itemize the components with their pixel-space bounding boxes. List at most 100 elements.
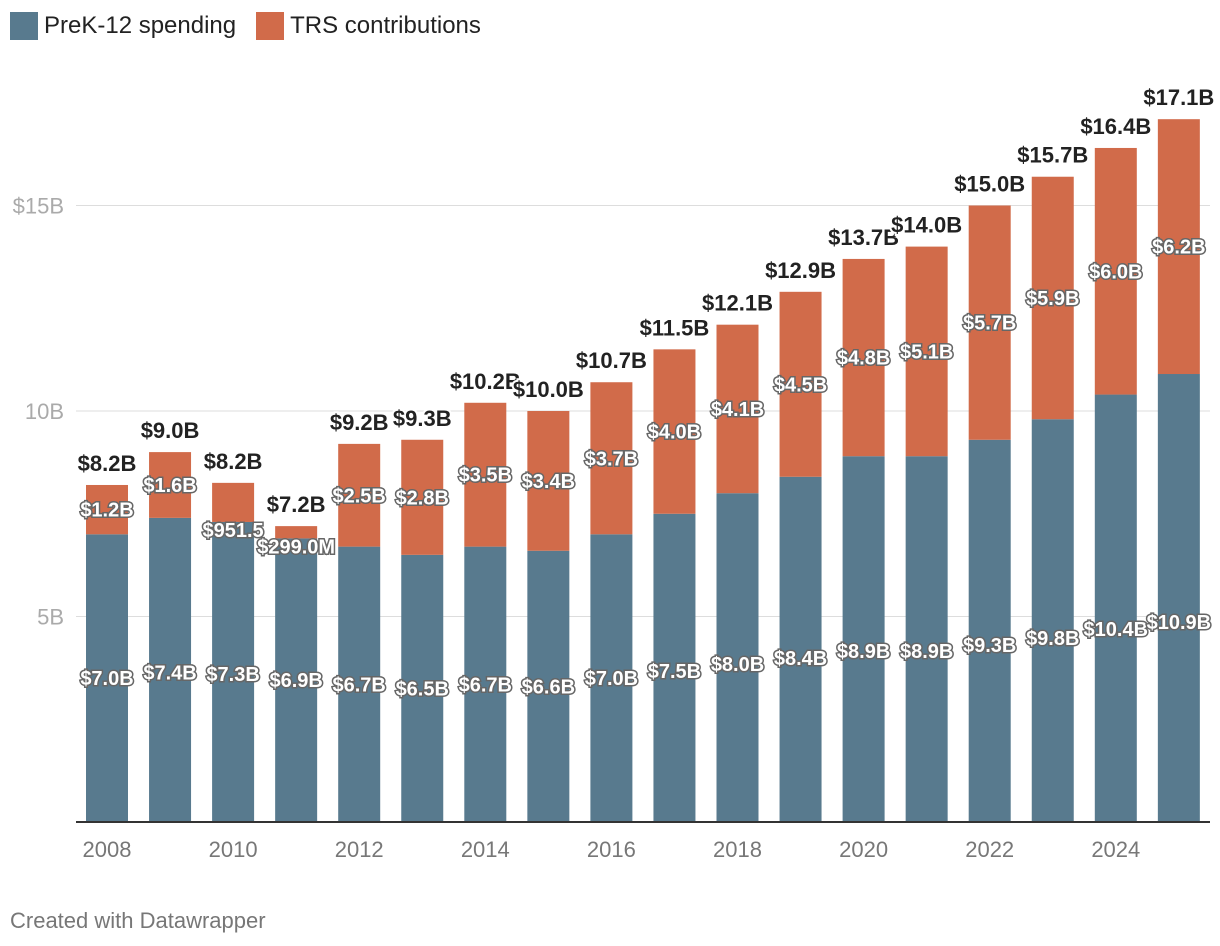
data-label-trs: $3.7B — [585, 448, 638, 470]
data-label-trs: $2.5B — [333, 485, 386, 507]
y-tick-label: 10B — [25, 399, 64, 424]
data-label-total: $12.9B — [765, 258, 836, 283]
data-label-trs: $5.1B — [900, 341, 953, 363]
bar-trs — [1094, 147, 1137, 395]
data-label-total: $15.0B — [954, 172, 1025, 197]
x-tick-label: 2016 — [587, 837, 636, 862]
data-label-trs: $4.0B — [648, 422, 701, 444]
data-label-prek12: $6.7B — [333, 674, 386, 696]
bar-trs — [338, 443, 381, 547]
legend-label-trs: TRS contributions — [290, 12, 481, 39]
x-tick-label: 2012 — [335, 837, 384, 862]
bar-prek12 — [716, 493, 759, 822]
data-label-trs: $299.0M — [257, 537, 335, 559]
data-label-trs: $3.4B — [522, 471, 575, 493]
data-label-total: $10.2B — [450, 369, 521, 394]
bar-trs — [716, 324, 759, 494]
bar-trs — [149, 452, 192, 518]
data-label-trs: $951.5 — [203, 520, 264, 542]
data-label-total: $12.1B — [702, 291, 773, 316]
x-tick-label: 2008 — [83, 837, 132, 862]
data-label-prek12: $7.4B — [143, 662, 196, 684]
data-label-prek12: $7.0B — [585, 668, 638, 690]
bar-prek12 — [653, 513, 696, 822]
x-tick-label: 2022 — [965, 837, 1014, 862]
legend-label-prek12: PreK-12 spending — [44, 12, 237, 39]
bar-prek12 — [212, 521, 255, 822]
legend-item-trs: TRS contributions — [256, 12, 481, 40]
bar-prek12 — [149, 517, 192, 822]
bar-prek12 — [968, 439, 1011, 822]
data-label-total: $13.7B — [828, 225, 899, 250]
data-label-trs: $3.5B — [459, 465, 512, 487]
x-tick-label: 2010 — [209, 837, 258, 862]
data-label-total: $10.7B — [576, 348, 647, 373]
data-label-total: $14.0B — [891, 213, 962, 238]
bar-trs — [1031, 176, 1074, 420]
legend-item-prek12: PreK-12 spending — [10, 12, 236, 40]
data-label-trs: $6.0B — [1089, 261, 1142, 283]
y-tick-label: 5B — [37, 605, 64, 630]
data-label-total: $8.2B — [78, 451, 137, 476]
bar-trs — [968, 205, 1011, 440]
bar-prek12 — [1157, 374, 1200, 822]
data-label-prek12: $9.3B — [963, 635, 1016, 657]
data-label-prek12: $9.8B — [1026, 628, 1079, 650]
bar-prek12 — [1094, 394, 1137, 822]
data-label-trs: $4.8B — [837, 348, 890, 370]
bar-trs — [86, 484, 128, 535]
legend-swatch-prek12 — [10, 12, 38, 40]
data-label-prek12: $8.9B — [900, 641, 953, 663]
bar-trs — [1157, 119, 1200, 375]
bar-prek12 — [86, 534, 128, 822]
bar-prek12 — [590, 534, 633, 822]
data-label-trs: $1.2B — [80, 500, 133, 522]
data-label-total: $9.0B — [141, 418, 200, 443]
data-label-prek12: $7.5B — [648, 661, 701, 683]
data-label-prek12: $10.4B — [1084, 619, 1149, 641]
data-label-trs: $4.1B — [711, 399, 764, 421]
bar-prek12 — [527, 550, 570, 822]
bar-prek12 — [779, 476, 822, 822]
data-label-prek12: $6.7B — [459, 674, 512, 696]
bar-prek12 — [401, 554, 444, 822]
x-tick-label: 2024 — [1091, 837, 1140, 862]
bar-trs — [653, 349, 696, 514]
data-label-prek12: $7.3B — [206, 664, 259, 686]
y-tick-label: $15B — [13, 194, 64, 219]
data-label-total: $11.5B — [640, 315, 710, 340]
bar-prek12 — [905, 456, 948, 822]
data-label-total: $8.2B — [204, 449, 263, 474]
data-label-trs: $6.2B — [1152, 237, 1205, 259]
data-label-trs: $1.6B — [143, 475, 196, 497]
data-label-prek12: $7.0B — [80, 668, 133, 690]
chart-legend: PreK-12 spending TRS contributions — [10, 12, 501, 40]
bar-trs — [590, 382, 633, 535]
data-label-trs: $5.9B — [1026, 288, 1079, 310]
bar-trs — [275, 526, 318, 539]
data-label-total: $10.0B — [513, 377, 584, 402]
data-label-prek12: $8.0B — [711, 654, 764, 676]
datawrapper-credit: Created with Datawrapper — [10, 908, 266, 933]
bar-trs — [779, 291, 822, 477]
data-label-prek12: $6.6B — [522, 676, 575, 698]
data-label-trs: $4.5B — [774, 374, 827, 396]
x-tick-label: 2014 — [461, 837, 510, 862]
data-label-total: $15.7B — [1017, 143, 1088, 168]
data-label-prek12: $6.9B — [269, 670, 322, 692]
bar-trs — [842, 258, 885, 457]
bar-trs — [905, 246, 948, 457]
data-label-prek12: $8.9B — [837, 641, 890, 663]
bar-prek12 — [842, 456, 885, 822]
bar-trs — [464, 402, 507, 547]
x-tick-label: 2020 — [839, 837, 888, 862]
data-label-trs: $2.8B — [396, 487, 449, 509]
data-label-total: $9.3B — [393, 406, 452, 431]
bar-trs — [401, 439, 444, 555]
bar-trs — [527, 411, 570, 551]
legend-swatch-trs — [256, 12, 285, 40]
data-label-total: $17.1B — [1143, 85, 1214, 110]
x-tick-label: 2018 — [713, 837, 762, 862]
bar-prek12 — [275, 538, 318, 822]
